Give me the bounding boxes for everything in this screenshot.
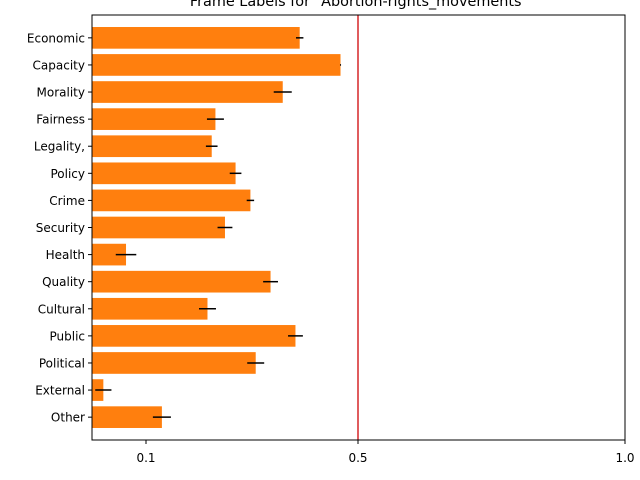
y-tick-label: Economic [27,31,85,45]
x-tick-label: 1.0 [615,451,634,465]
error-bars-group [95,37,342,418]
bar-political [92,352,256,374]
x-tick-label: 0.5 [348,451,367,465]
bar-cultural [92,297,208,320]
bar-economic [92,27,300,49]
bar-crime [92,189,251,212]
y-tick-label: Health [46,248,85,262]
y-tick-label: Public [49,329,85,343]
bar-health [92,243,127,266]
bar-security [92,216,225,239]
bar-policy [92,162,236,185]
y-tick-label: Morality [37,86,85,100]
y-tick-label: Capacity [33,58,85,72]
bars-group [92,27,341,428]
x-axis-ticks: 0.1 0.5 1.0 [136,440,635,465]
y-tick-label: Political [39,356,85,370]
y-tick-label: Cultural [38,302,85,316]
bar-capacity [92,54,341,76]
bar-other [92,406,162,428]
y-tick-label: Crime [49,194,85,208]
y-tick-label: Fairness [36,113,85,127]
y-tick-label: Policy [50,167,85,181]
y-tick-label: Security [36,221,85,235]
x-tick-label: 0.1 [136,451,155,465]
bar-quality [92,270,271,293]
chart-title: Frame Labels for "Abortion-rights_moveme… [190,0,528,10]
y-tick-label: External [35,384,85,398]
bar-public [92,325,296,347]
bar-legality [92,135,212,158]
y-tick-label: Other [51,411,85,425]
bar-fairness [92,108,216,130]
y-tick-label: Legality, [34,140,85,154]
bar-morality [92,81,283,103]
y-axis-ticks: Economic Capacity Morality Fairness Legality… [27,31,92,425]
y-tick-label: Quality [42,275,85,289]
